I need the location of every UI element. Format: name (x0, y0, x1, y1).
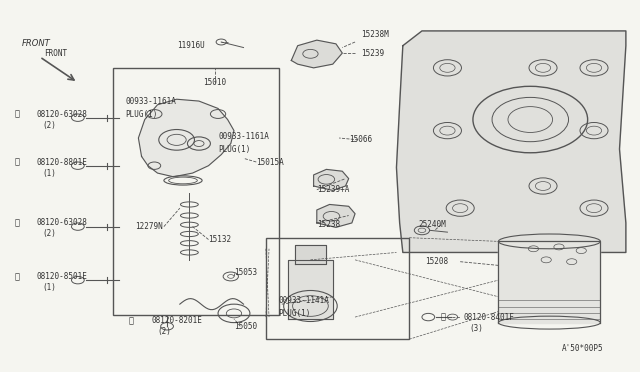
Text: Ⓑ: Ⓑ (14, 157, 19, 167)
Text: 00933-1141A: 00933-1141A (278, 296, 330, 305)
Text: Ⓑ: Ⓑ (14, 218, 19, 227)
Polygon shape (288, 260, 333, 319)
Bar (266, 238, 409, 339)
Text: (1): (1) (43, 169, 57, 177)
Text: 15053: 15053 (234, 268, 257, 277)
Polygon shape (314, 169, 349, 190)
Text: 15238M: 15238M (362, 30, 389, 39)
Polygon shape (294, 245, 326, 263)
Text: (3): (3) (470, 324, 484, 333)
Polygon shape (396, 31, 626, 253)
Polygon shape (291, 40, 342, 68)
Text: PLUG(1): PLUG(1) (218, 145, 250, 154)
Text: PLUG(1): PLUG(1) (278, 309, 311, 318)
Text: (1): (1) (43, 283, 57, 292)
Text: 15050: 15050 (234, 322, 257, 331)
Bar (113, 68, 278, 315)
Text: 15015A: 15015A (256, 157, 284, 167)
Text: Ⓑ: Ⓑ (14, 272, 19, 281)
Text: Ⓑ: Ⓑ (129, 316, 134, 325)
Text: 08120-63028: 08120-63028 (36, 109, 87, 119)
Text: 15208: 15208 (425, 257, 448, 266)
Text: 15132: 15132 (209, 235, 232, 244)
Text: 12279N: 12279N (135, 222, 163, 231)
Text: 08120-8501E: 08120-8501E (36, 272, 87, 281)
Text: 15239: 15239 (362, 49, 385, 58)
Text: 08120-8201E: 08120-8201E (151, 316, 202, 325)
Text: PLUG(1): PLUG(1) (125, 109, 158, 119)
Text: 00933-1161A: 00933-1161A (125, 97, 177, 106)
Text: FRONT: FRONT (22, 39, 51, 48)
Text: A'50*00P5: A'50*00P5 (562, 344, 604, 353)
Text: 15239+A: 15239+A (317, 185, 349, 194)
Text: Ⓑ: Ⓑ (441, 312, 446, 321)
Text: 25240M: 25240M (419, 220, 447, 229)
Polygon shape (317, 205, 355, 227)
Text: Ⓑ: Ⓑ (14, 109, 19, 119)
Text: 15010: 15010 (204, 78, 227, 87)
Text: (2): (2) (43, 121, 57, 129)
Text: 08120-8801E: 08120-8801E (36, 157, 87, 167)
Polygon shape (499, 241, 600, 323)
Text: 08120-8401F: 08120-8401F (463, 312, 515, 321)
Text: (2): (2) (43, 230, 57, 238)
Text: 08120-63028: 08120-63028 (36, 218, 87, 227)
Text: 15066: 15066 (349, 135, 372, 144)
Polygon shape (138, 99, 234, 177)
Text: 11916U: 11916U (177, 41, 205, 50)
Text: 00933-1161A: 00933-1161A (218, 132, 269, 141)
Text: (2): (2) (157, 327, 172, 336)
Text: FRONT: FRONT (44, 49, 67, 58)
Text: 15238: 15238 (317, 220, 340, 229)
